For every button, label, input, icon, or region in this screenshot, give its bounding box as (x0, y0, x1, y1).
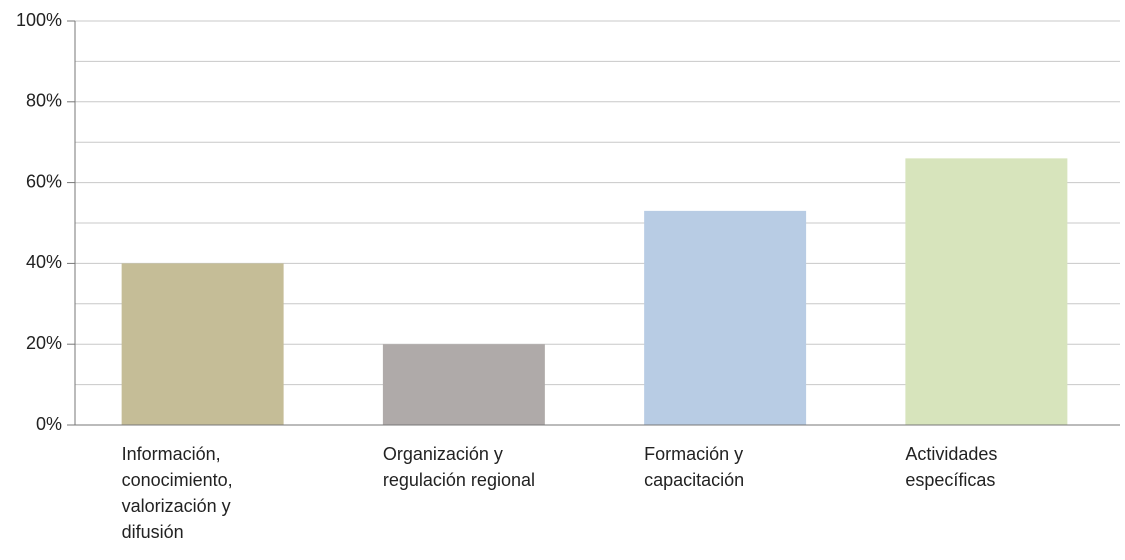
y-tick-label: 80% (26, 91, 62, 111)
bar (644, 210, 807, 425)
x-tick-label: Organización y regulación regional (382, 444, 535, 490)
y-tick-label: 60% (26, 171, 62, 191)
y-tick-label: 100% (16, 10, 62, 30)
x-tick-label: Formación y capacitación (644, 444, 745, 490)
bar (905, 158, 1068, 426)
bar (121, 263, 284, 425)
y-tick-label: 0% (36, 414, 62, 434)
y-tick-label: 40% (26, 252, 62, 272)
bar (382, 344, 545, 425)
y-tick-label: 20% (26, 333, 62, 353)
x-tick-label: Actividades específicas (905, 444, 998, 490)
x-tick-label: Información, conocimiento, valorización … (121, 444, 233, 542)
